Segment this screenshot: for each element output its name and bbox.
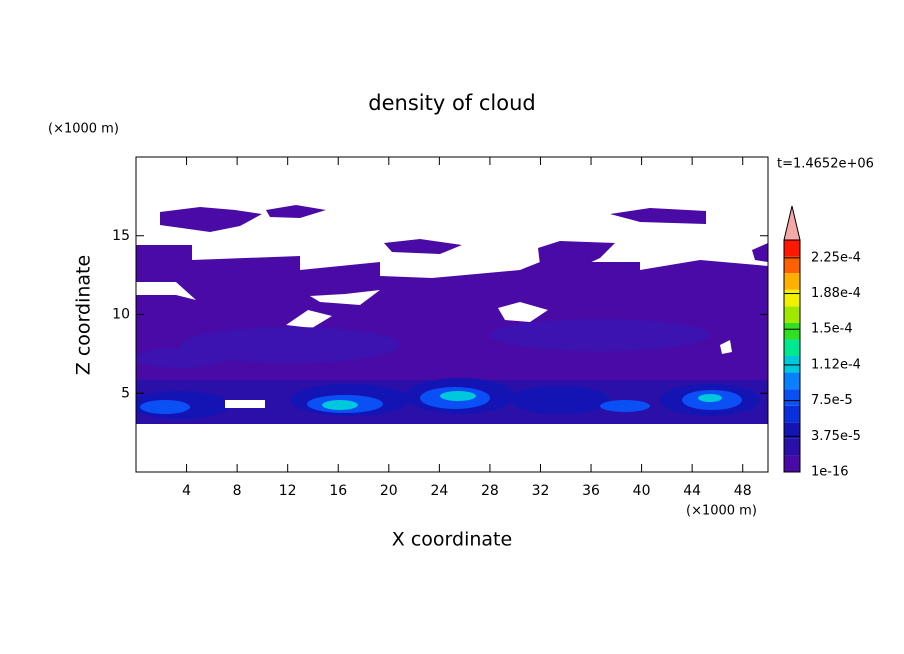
x-tick-label: 36 [582, 483, 600, 499]
colorbar-label: 1.88e-4 [811, 286, 861, 301]
y-unit: (×1000 m) [48, 122, 119, 137]
x-tick-label: 28 [481, 483, 499, 499]
x-tick-label: 48 [734, 483, 752, 499]
colorbar-band [784, 455, 800, 472]
colorbar-band [784, 289, 800, 307]
colorbar-band [784, 240, 800, 257]
colorbar-band [784, 405, 800, 423]
colorbar-label: 1.5e-4 [811, 322, 853, 337]
colorbar-band [784, 389, 800, 406]
colorbar-band [784, 422, 800, 439]
colorbar-band [784, 356, 800, 373]
x-tick-label: 12 [279, 483, 297, 499]
x-tick-label: 44 [683, 483, 701, 499]
colorbar-label: 1.12e-4 [811, 357, 861, 372]
colorbar-label: 7.5e-5 [811, 393, 853, 408]
colorbar-label: 3.75e-5 [811, 429, 861, 444]
x-tick-label: 20 [380, 483, 398, 499]
colorbar-label: 1e-16 [811, 465, 849, 480]
colorbar-extend [783, 205, 801, 241]
x-tick-label: 16 [329, 483, 347, 499]
annotation: t=1.4652e+06 [777, 157, 874, 172]
colorbar-band [784, 438, 800, 456]
x-tick-label: 8 [233, 483, 242, 499]
x-axis-title: X coordinate [392, 529, 512, 551]
colorbar-band [784, 339, 800, 356]
colorbar-band [784, 273, 800, 290]
y-tick-label: 5 [121, 385, 130, 401]
x-tick-label: 32 [532, 483, 550, 499]
contour-field [136, 205, 768, 472]
x-tick-label: 24 [430, 483, 448, 499]
colorbar-band [784, 372, 800, 390]
colorbar-band [784, 256, 800, 274]
colorbar-label: 2.25e-4 [811, 250, 861, 265]
colorbar-band [784, 306, 800, 323]
y-tick-label: 15 [112, 228, 130, 244]
chart-title: density of cloud [368, 91, 535, 115]
colorbar-band [784, 322, 800, 340]
x-unit: (×1000 m) [686, 504, 757, 519]
x-tick-label: 4 [182, 483, 191, 499]
y-axis-title: Z coordinate [73, 255, 95, 375]
x-tick-label: 40 [633, 483, 651, 499]
y-tick-label: 10 [112, 307, 130, 323]
